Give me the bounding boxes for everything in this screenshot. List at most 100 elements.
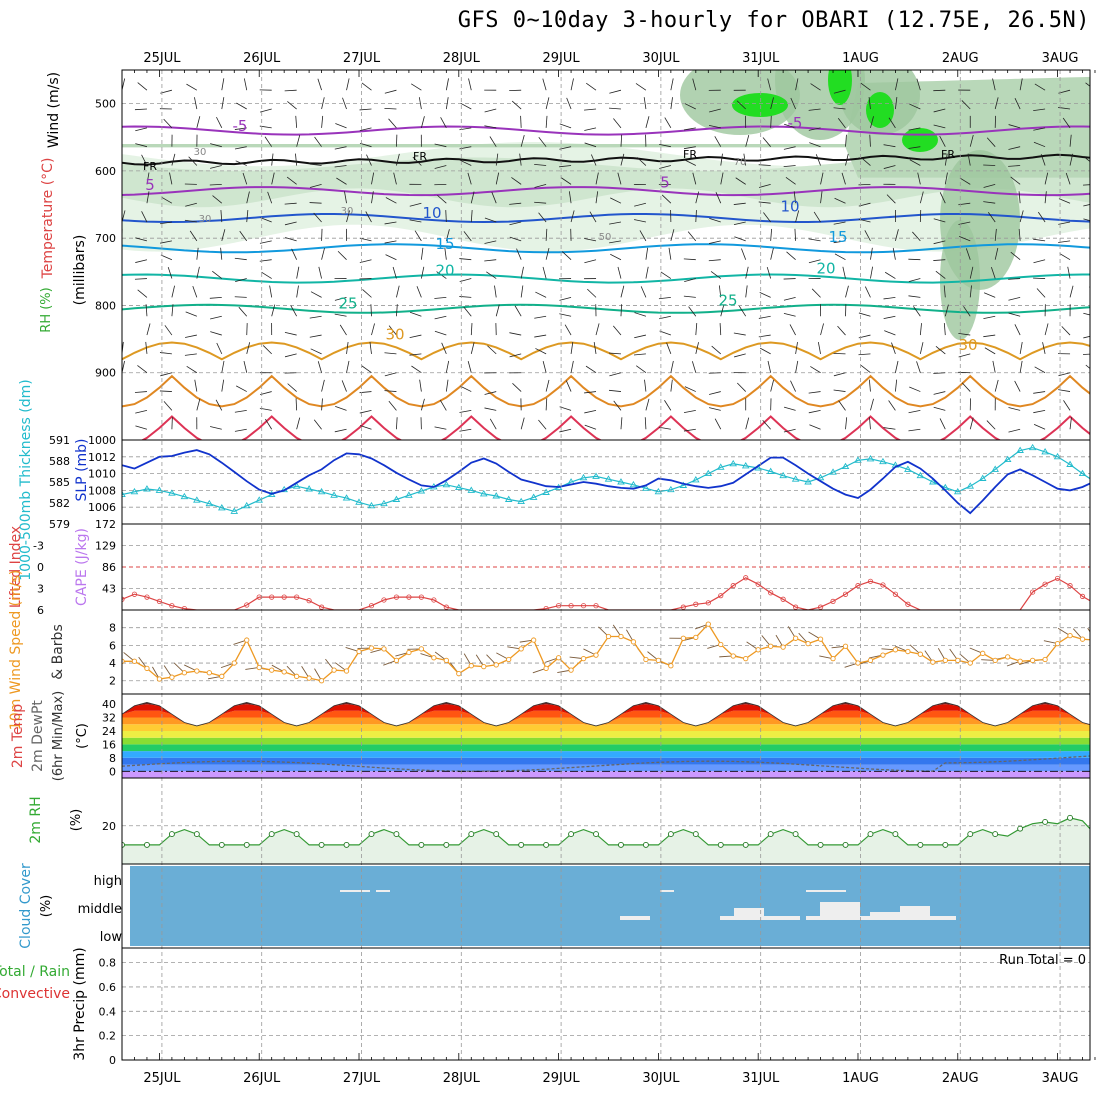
wind-barb (317, 361, 322, 373)
wind-barb (210, 331, 222, 336)
wind-barb (745, 417, 750, 430)
rh-point (193, 831, 200, 838)
wind-barb (1033, 108, 1046, 111)
wind-speed-point (518, 646, 524, 652)
rh-point (618, 841, 624, 848)
wind-barb (833, 240, 846, 244)
rh-contour-label: 30 (194, 147, 207, 158)
thickness-label: 1000-500mb Thickness (dm) (18, 379, 34, 580)
wind-barb (658, 296, 671, 300)
wind-barb (983, 201, 996, 204)
rh-point (692, 831, 699, 838)
top-day-label: 29JUL (543, 51, 581, 66)
cloud-level-label: middle (78, 902, 122, 917)
wind-barb (185, 202, 197, 207)
wind-barb (538, 212, 547, 223)
wind-barb (917, 172, 921, 185)
wind-barb (864, 286, 871, 298)
wind-barb (194, 97, 198, 110)
wind-barb (834, 253, 846, 261)
wind-barb (520, 115, 522, 128)
wind-barb (809, 424, 821, 430)
wind-barb (196, 247, 199, 260)
wind-barb (733, 221, 746, 225)
wind-barb (314, 136, 322, 147)
wind-barb (310, 348, 322, 355)
wind-barb (362, 289, 372, 298)
lifted-index-point (443, 604, 449, 610)
rh-point (468, 831, 475, 838)
wind-barb (888, 117, 896, 129)
rh-point (168, 831, 175, 838)
thickness-point (667, 485, 675, 493)
top-day-label: 31JUL (742, 51, 780, 66)
wind-barb (963, 306, 971, 317)
thickness-point (766, 467, 775, 474)
thickness-point (317, 487, 326, 495)
wind-barb (545, 398, 548, 411)
lifted-index-point (144, 594, 150, 600)
wind-barb (738, 305, 747, 317)
wind-barb (366, 154, 372, 166)
wind-barb (609, 240, 622, 244)
wind-barb (634, 219, 646, 223)
wind-speed-point (630, 639, 637, 645)
thickness-point (579, 473, 588, 481)
wind-barb (234, 257, 247, 261)
wind-barb (534, 163, 547, 166)
wind-barb (860, 82, 871, 91)
wind-barb (511, 177, 522, 185)
temp-color-band (122, 731, 1090, 738)
isotherm-label: 10 (422, 204, 441, 222)
wind-tick-label: 4 (109, 657, 116, 670)
wind-barb (933, 124, 946, 129)
wind-speed-point (256, 664, 262, 671)
wind-barb (1033, 259, 1046, 264)
temp-color-band (122, 717, 1090, 726)
top-day-label: 30JUL (642, 51, 680, 66)
wind-barb (1069, 153, 1074, 166)
wind-barb (883, 296, 896, 300)
wind-barb (1063, 400, 1071, 411)
lifted-index-point (830, 598, 836, 605)
wind-barb (169, 172, 173, 185)
wind-speed-point (543, 665, 549, 672)
wind-barb (908, 146, 921, 149)
wind-barb (758, 201, 771, 204)
wind-barb (1037, 211, 1046, 223)
wind-barb (122, 409, 123, 411)
wind-speed-point (817, 636, 824, 642)
wind-barb (409, 202, 422, 207)
wind-barb (514, 305, 522, 317)
wind-barb (185, 334, 197, 338)
wind-barb (833, 107, 846, 110)
lifted-index-point (842, 591, 849, 597)
wind-barb (935, 270, 946, 279)
wind-barb (609, 221, 622, 225)
wind-barb (745, 285, 748, 298)
isotherm-label: 25 (338, 294, 357, 312)
thickness-point (529, 493, 538, 500)
wind-barb (560, 177, 572, 185)
thickness-point (504, 495, 513, 502)
wind-barb (559, 165, 572, 168)
thickness-point (692, 476, 700, 483)
wind-barb (160, 254, 173, 261)
wind-barb (184, 353, 197, 356)
wind-barb (635, 83, 647, 91)
wind-barb (484, 259, 497, 262)
wind-speed-point (930, 659, 936, 665)
thickness-point (816, 473, 825, 481)
rh-point (942, 841, 949, 848)
top-day-label: 28JUL (443, 51, 481, 66)
thickness-point (978, 474, 987, 481)
wind-barb (545, 379, 550, 392)
wind-barb (695, 210, 697, 223)
thickness-tick-label: 588 (49, 455, 70, 468)
wind-barb (1065, 172, 1071, 185)
isotherm-label: 20 (435, 261, 454, 279)
wind-barb (783, 406, 796, 411)
wind-barb (1034, 83, 1046, 91)
wind-barb (286, 176, 297, 185)
isotherm-label: 30 (958, 336, 977, 354)
